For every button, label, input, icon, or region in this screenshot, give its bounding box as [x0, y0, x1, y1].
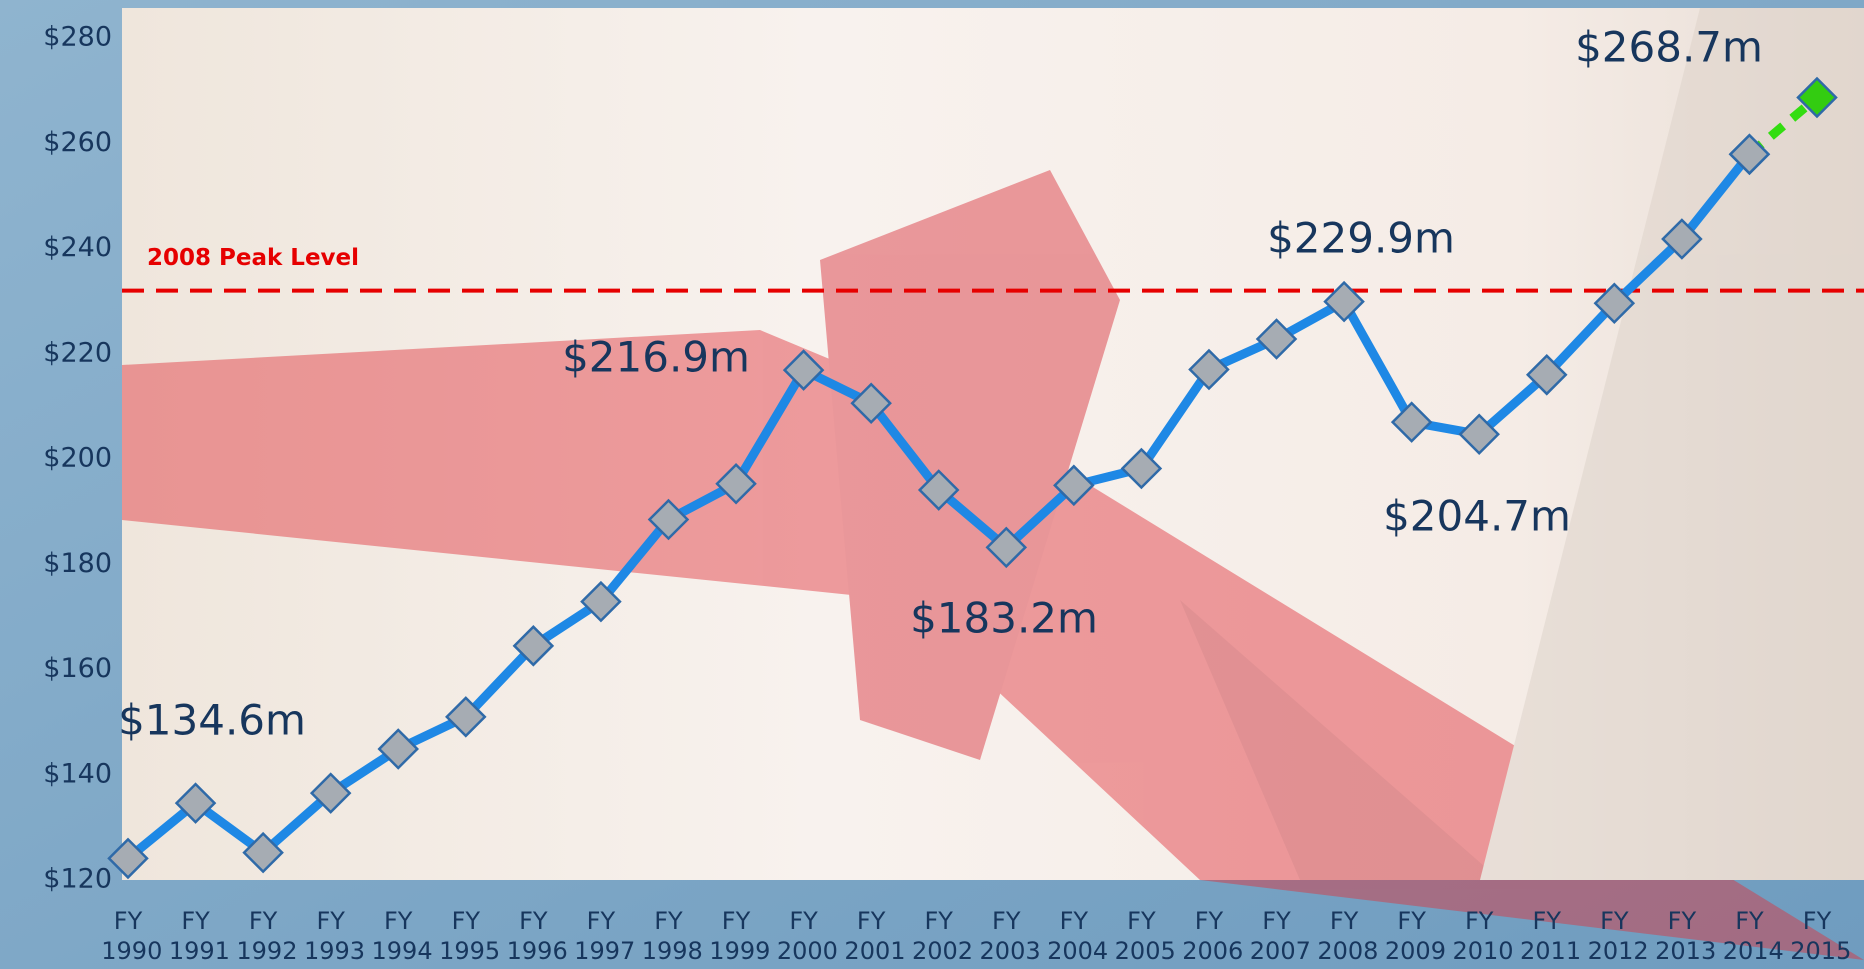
- x-tick-label: FY 1990: [94, 907, 163, 965]
- data-point: [174, 782, 217, 824]
- data-point: [850, 382, 892, 424]
- data-point: [1458, 413, 1500, 456]
- data-point: [242, 831, 284, 874]
- y-tick-label: $120: [43, 864, 112, 895]
- data-point: [647, 498, 690, 541]
- annotation: $134.6m: [118, 696, 306, 745]
- annotation: $229.9m: [1267, 214, 1455, 263]
- data-point: [1593, 282, 1636, 324]
- plot-area: [122, 8, 1864, 880]
- data-point: [1053, 464, 1095, 507]
- data-point: [1661, 218, 1703, 260]
- x-tick-label: FY 2014: [1715, 907, 1784, 965]
- x-tick-label: FY 2005: [1107, 907, 1176, 965]
- data-point: [445, 696, 487, 738]
- x-tick-label: FY 1997: [567, 907, 636, 965]
- data-point: [1323, 280, 1365, 323]
- data-point: [107, 837, 149, 880]
- y-tick-label: $160: [43, 653, 112, 684]
- data-point: [377, 728, 420, 770]
- x-tick-label: FY 1998: [634, 907, 703, 965]
- x-tick-label: FY 2015: [1783, 907, 1852, 965]
- background-photo: [122, 8, 1864, 960]
- data-point: [1728, 133, 1771, 176]
- x-tick-label: FY 2004: [1039, 907, 1108, 965]
- y-tick-label: $140: [43, 758, 112, 789]
- data-point: [1120, 447, 1163, 490]
- annotation: $183.2m: [910, 594, 1098, 643]
- annotation: $268.7m: [1575, 23, 1763, 72]
- data-point: [1390, 401, 1433, 443]
- data-point: [917, 469, 960, 511]
- x-tick-label: FY 2002: [904, 907, 973, 965]
- data-point: [512, 625, 555, 667]
- x-tick-label: FY 1992: [229, 907, 298, 965]
- x-tick-label: FY 2012: [1580, 907, 1649, 965]
- x-tick-label: FY 1995: [431, 907, 500, 965]
- x-tick-label: FY 1999: [702, 907, 771, 965]
- annotation: $204.7m: [1383, 492, 1571, 541]
- reference-label: 2008 Peak Level: [147, 245, 359, 271]
- annotation: $216.9m: [562, 333, 750, 382]
- data-point: [1796, 76, 1838, 119]
- y-tick-label: $220: [43, 337, 112, 368]
- x-tick-label: FY 2003: [972, 907, 1041, 965]
- x-tick-label: FY 2007: [1242, 907, 1311, 965]
- y-tick-label: $280: [43, 22, 112, 53]
- y-tick-label: $240: [43, 232, 112, 263]
- x-tick-label: FY 2013: [1648, 907, 1717, 965]
- data-point: [580, 580, 622, 623]
- x-tick-label: FY 1993: [296, 907, 365, 965]
- y-tick-label: $200: [43, 443, 112, 474]
- data-point: [1188, 348, 1230, 391]
- y-tick-label: $180: [43, 548, 112, 579]
- x-tick-label: FY 2006: [1175, 907, 1244, 965]
- data-point: [1525, 354, 1568, 396]
- data-point: [1255, 318, 1298, 360]
- data-point: [715, 462, 757, 505]
- data-point: [985, 526, 1028, 569]
- data-point: [782, 349, 825, 391]
- x-tick-label: FY 1994: [364, 907, 433, 965]
- x-tick-label: FY 2008: [1310, 907, 1379, 965]
- x-tick-label: FY 1991: [161, 907, 230, 965]
- x-tick-label: FY 2001: [837, 907, 906, 965]
- x-tick-label: FY 2010: [1445, 907, 1514, 965]
- x-tick-label: FY 2000: [769, 907, 838, 965]
- x-tick-label: FY 1996: [499, 907, 568, 965]
- data-point: [309, 772, 352, 814]
- x-tick-label: FY 2009: [1377, 907, 1446, 965]
- y-tick-label: $260: [43, 127, 112, 158]
- x-tick-label: FY 2011: [1512, 907, 1581, 965]
